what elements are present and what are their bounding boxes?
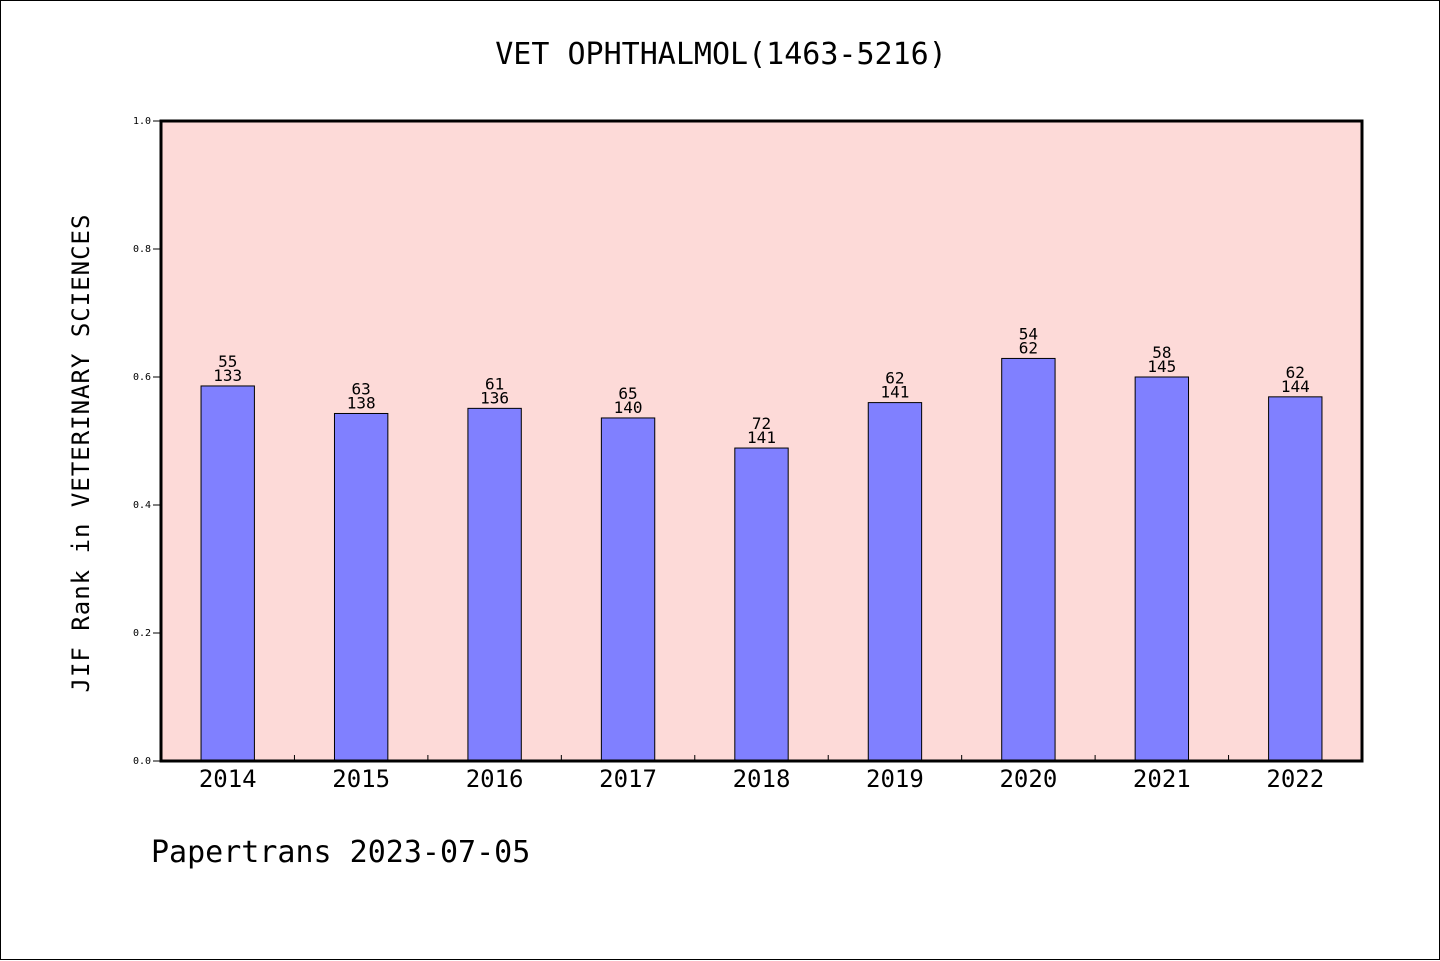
plot-border (159, 119, 1364, 763)
data-label-total: 141 (880, 383, 909, 402)
bar-2016 (467, 407, 522, 762)
y-tick-label: 0.8 (133, 244, 151, 255)
data-label-rank: 63 (352, 379, 371, 398)
x-tick-label: 2020 (999, 765, 1057, 793)
data-label-total: 138 (347, 393, 376, 412)
y-tick-label: 0.4 (133, 500, 151, 511)
data-label-total: 140 (614, 398, 643, 417)
data-label-rank: 62 (1286, 363, 1305, 382)
data-label-total: 145 (1147, 357, 1176, 376)
bar-2017 (600, 417, 656, 762)
x-tick-label: 2017 (599, 765, 657, 793)
bar-2020 (1001, 357, 1056, 762)
bar-2019 (867, 402, 923, 762)
data-label-rank: 55 (218, 352, 237, 371)
bar-2014 (200, 385, 255, 762)
x-tick-label: 2021 (1133, 765, 1191, 793)
data-label-rank: 54 (1019, 324, 1038, 343)
data-label-total: 136 (480, 388, 509, 407)
data-label-rank: 58 (1152, 343, 1171, 362)
x-tick-label: 2014 (199, 765, 257, 793)
data-label-total: 133 (213, 366, 242, 385)
data-label-total: 62 (1019, 338, 1038, 357)
x-tick-label: 2022 (1266, 765, 1324, 793)
bar-2015 (333, 412, 389, 762)
data-label-total: 144 (1281, 377, 1310, 396)
chart-title: VET OPHTHALMOL(1463-5216) (495, 37, 947, 72)
y-tick-label: 1.0 (133, 116, 151, 127)
x-tick-label: 2016 (466, 765, 524, 793)
y-tick-label: 0.0 (133, 756, 151, 767)
bar-2021 (1134, 376, 1190, 762)
x-tick-label: 2019 (866, 765, 924, 793)
y-tick-label: 0.6 (133, 372, 151, 383)
footer-stamp: Papertrans 2023-07-05 (151, 835, 531, 870)
x-tick-label: 2015 (332, 765, 390, 793)
data-label-rank: 61 (485, 374, 504, 393)
data-label-rank: 65 (618, 384, 637, 403)
x-tick-label: 2018 (733, 765, 791, 793)
bar-2018 (734, 447, 789, 762)
data-label-rank: 72 (752, 414, 771, 433)
y-tick-label: 0.2 (133, 628, 151, 639)
data-label-total: 141 (747, 428, 776, 447)
data-label-rank: 62 (885, 369, 904, 388)
bar-2022 (1268, 396, 1323, 762)
